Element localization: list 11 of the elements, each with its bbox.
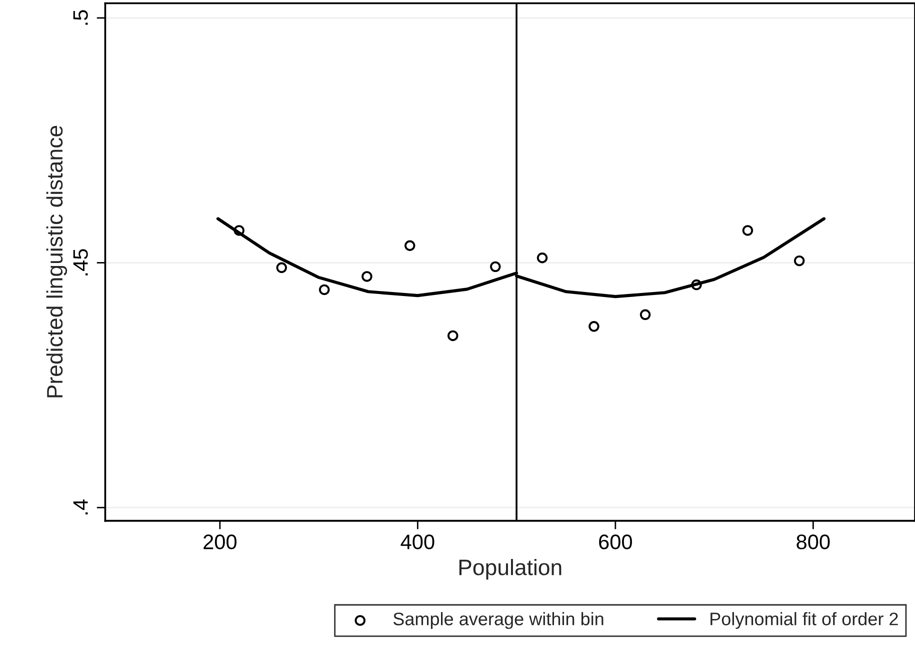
y-axis-title: Predicted linguistic distance [46, 126, 68, 398]
legend-label: Sample average within bin [393, 612, 604, 629]
x-tick-label: 400 [400, 534, 434, 550]
y-tick-label: .4 [73, 500, 88, 514]
x-tick-label: 800 [796, 534, 830, 550]
x-tick-label: 200 [204, 534, 236, 550]
y-tick-label: .5 [73, 10, 88, 25]
x-axis-title: Population [459, 558, 562, 580]
x-tick-label: 600 [599, 534, 632, 550]
y-tick-label: .45 [73, 249, 88, 276]
legend-label: Polynomial fit of order 2 [710, 612, 898, 629]
